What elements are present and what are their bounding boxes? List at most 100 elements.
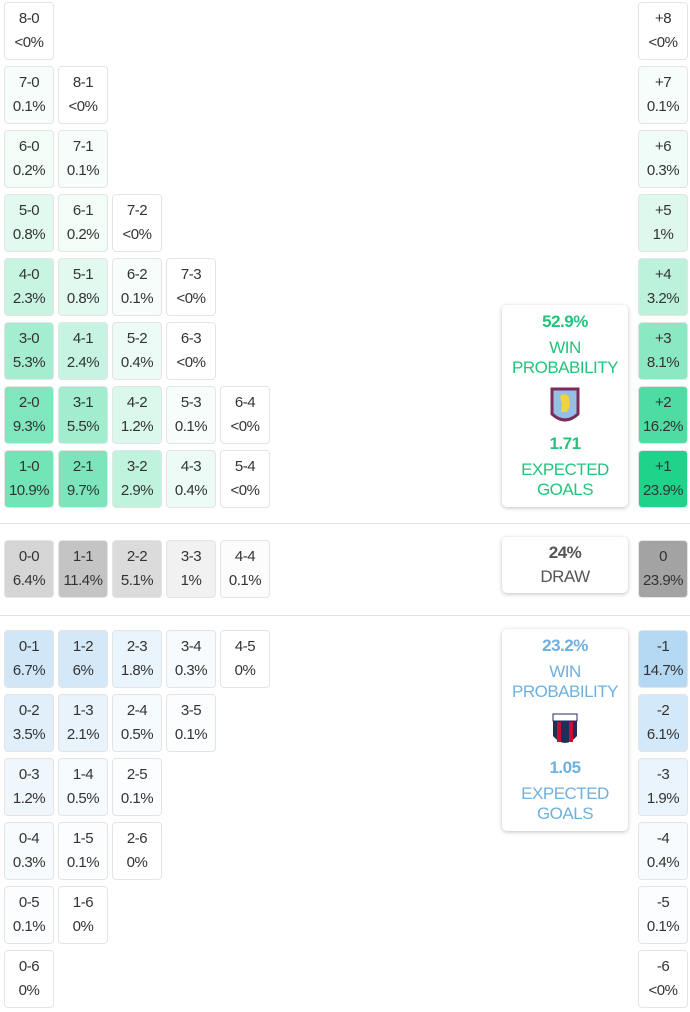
- probability-value: 1.9%: [646, 790, 680, 807]
- score-label: +2: [654, 394, 672, 411]
- probability-value: 1%: [652, 226, 674, 243]
- win-label: PROBABILITY: [512, 682, 618, 701]
- scoreline-cell: 0-6 0%: [4, 950, 54, 1008]
- score-label: 2-1: [72, 458, 94, 475]
- scoreline-cell: 0-0 6.4%: [4, 540, 54, 598]
- probability-value: 0.1%: [174, 418, 208, 435]
- score-label: +4: [654, 266, 672, 283]
- probability-value: 11.4%: [63, 572, 103, 589]
- probability-value: 0.4%: [174, 482, 208, 499]
- score-label: 7-2: [126, 202, 148, 219]
- probability-value: 0%: [234, 662, 256, 679]
- margin-cell: -1 14.7%: [638, 630, 688, 688]
- scoreline-cell: 1-5 0.1%: [58, 822, 108, 880]
- score-label: 2-3: [126, 638, 148, 655]
- score-label: 6-1: [72, 202, 94, 219]
- score-label: 6-0: [18, 138, 40, 155]
- probability-value: 9.7%: [66, 482, 100, 499]
- probability-value: 0.3%: [646, 162, 680, 179]
- probability-value: 0.1%: [66, 162, 100, 179]
- win-label: PROBABILITY: [512, 358, 618, 377]
- score-label: 3-1: [72, 394, 94, 411]
- probability-value: 3.5%: [12, 726, 46, 743]
- scoreline-cell: 3-4 0.3%: [166, 630, 216, 688]
- scoreline-cell: 3-3 1%: [166, 540, 216, 598]
- probability-value: 8.1%: [646, 354, 680, 371]
- score-label: 3-4: [180, 638, 202, 655]
- score-label: 2-5: [126, 766, 148, 783]
- probability-value: 0.1%: [12, 918, 46, 935]
- score-label: 1-2: [72, 638, 94, 655]
- scoreline-cell: 0-2 3.5%: [4, 694, 54, 752]
- probability-value: 6.4%: [12, 572, 46, 589]
- score-label: 6-3: [180, 330, 202, 347]
- score-label: +8: [654, 10, 672, 27]
- score-label: 2-0: [18, 394, 40, 411]
- probability-value: <0%: [122, 226, 152, 243]
- probability-value: 14.7%: [642, 662, 684, 679]
- scoreline-cell: 6-0 0.2%: [4, 130, 54, 188]
- scoreline-cell: 6-3 <0%: [166, 322, 216, 380]
- probability-value: 0.4%: [646, 854, 680, 871]
- draw-label: DRAW: [540, 567, 590, 586]
- probability-value: 0.1%: [228, 572, 262, 589]
- xg-label: EXPECTED: [521, 460, 609, 479]
- scoreline-cell: 5-4 <0%: [220, 450, 270, 508]
- probability-value: <0%: [176, 290, 206, 307]
- probability-value: 0%: [126, 854, 148, 871]
- margin-cell: -6 <0%: [638, 950, 688, 1008]
- margin-cell: +5 1%: [638, 194, 688, 252]
- probability-value: 0.1%: [646, 918, 680, 935]
- probability-value: 1.2%: [12, 790, 46, 807]
- scoreline-cell: 2-1 9.7%: [58, 450, 108, 508]
- scoreline-cell: 5-3 0.1%: [166, 386, 216, 444]
- margin-cell: +7 0.1%: [638, 66, 688, 124]
- probability-value: 0.1%: [66, 854, 100, 871]
- scoreline-cell: 0-3 1.2%: [4, 758, 54, 816]
- probability-value: 16.2%: [642, 418, 684, 435]
- score-label: -2: [656, 702, 670, 719]
- score-label: 2-2: [126, 548, 148, 565]
- score-label: 1-1: [72, 548, 94, 565]
- probability-value: 1.2%: [120, 418, 154, 435]
- probability-value: 2.3%: [12, 290, 46, 307]
- scoreline-cell: 3-0 5.3%: [4, 322, 54, 380]
- score-label: -6: [656, 958, 670, 975]
- score-label: +6: [654, 138, 672, 155]
- scoreline-cell: 2-0 9.3%: [4, 386, 54, 444]
- score-label: 0-5: [18, 894, 40, 911]
- scoreline-cell: 0-5 0.1%: [4, 886, 54, 944]
- scoreline-cell: 1-4 0.5%: [58, 758, 108, 816]
- scoreline-cell: 5-2 0.4%: [112, 322, 162, 380]
- probability-value: 0.2%: [66, 226, 100, 243]
- probability-value: 0.1%: [12, 98, 46, 115]
- scoreline-cell: 1-0 10.9%: [4, 450, 54, 508]
- scoreline-cell: 6-1 0.2%: [58, 194, 108, 252]
- margin-cell: -4 0.4%: [638, 822, 688, 880]
- score-label: 4-0: [18, 266, 40, 283]
- score-label: 2-4: [126, 702, 148, 719]
- margin-cell: 0 23.9%: [638, 540, 688, 598]
- scoreline-cell: 6-4 <0%: [220, 386, 270, 444]
- win-label: WIN: [549, 662, 581, 681]
- scoreline-cell: 7-1 0.1%: [58, 130, 108, 188]
- scoreline-cell: 8-0 <0%: [4, 2, 54, 60]
- probability-value: <0%: [14, 34, 44, 51]
- score-label: 6-4: [234, 394, 256, 411]
- divider: [0, 615, 690, 616]
- score-label: 1-0: [18, 458, 40, 475]
- probability-value: 0.1%: [646, 98, 680, 115]
- scoreline-cell: 8-1 <0%: [58, 66, 108, 124]
- score-label: 2-6: [126, 830, 148, 847]
- scoreline-cell: 7-3 <0%: [166, 258, 216, 316]
- score-label: 0-4: [18, 830, 40, 847]
- score-label: 8-1: [72, 74, 94, 91]
- score-label: 0-2: [18, 702, 40, 719]
- probability-value: 9.3%: [12, 418, 46, 435]
- probability-value: 0%: [72, 918, 94, 935]
- scoreline-cell: 4-0 2.3%: [4, 258, 54, 316]
- probability-value: 2.9%: [120, 482, 154, 499]
- score-label: 4-3: [180, 458, 202, 475]
- score-label: 0-3: [18, 766, 40, 783]
- margin-cell: -3 1.9%: [638, 758, 688, 816]
